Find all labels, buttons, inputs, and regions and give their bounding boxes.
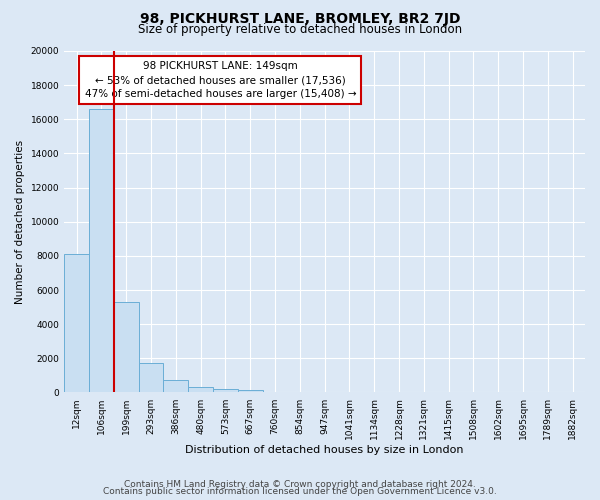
Text: 98 PICKHURST LANE: 149sqm
← 53% of detached houses are smaller (17,536)
47% of s: 98 PICKHURST LANE: 149sqm ← 53% of detac… <box>85 61 356 99</box>
Bar <box>163 380 188 392</box>
Bar <box>139 362 163 392</box>
Bar <box>213 389 238 392</box>
Bar <box>188 388 213 392</box>
Text: Contains public sector information licensed under the Open Government Licence v3: Contains public sector information licen… <box>103 487 497 496</box>
Bar <box>114 302 139 392</box>
Text: Contains HM Land Registry data © Crown copyright and database right 2024.: Contains HM Land Registry data © Crown c… <box>124 480 476 489</box>
Text: 98, PICKHURST LANE, BROMLEY, BR2 7JD: 98, PICKHURST LANE, BROMLEY, BR2 7JD <box>140 12 460 26</box>
Text: Size of property relative to detached houses in London: Size of property relative to detached ho… <box>138 22 462 36</box>
X-axis label: Distribution of detached houses by size in London: Distribution of detached houses by size … <box>185 445 464 455</box>
Bar <box>238 390 263 392</box>
Bar <box>89 109 114 393</box>
Y-axis label: Number of detached properties: Number of detached properties <box>15 140 25 304</box>
Bar <box>64 254 89 392</box>
